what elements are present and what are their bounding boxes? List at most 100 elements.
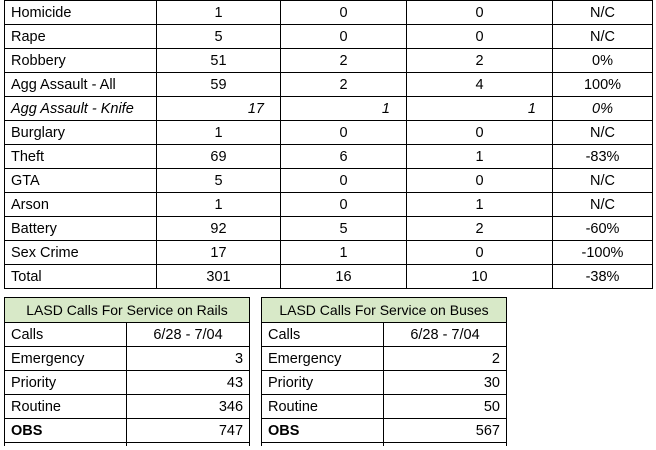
table-row: Emergency 2 [261, 346, 507, 371]
table-row: Emergency 3 [4, 346, 251, 371]
crime-value-1: 5 [156, 168, 281, 193]
crime-pct-change: -100% [552, 240, 653, 265]
call-count: 567 [383, 418, 507, 443]
crime-pct-change: -60% [552, 216, 653, 241]
crime-value-1: 1 [156, 120, 281, 145]
crime-value-2: 0 [280, 192, 407, 217]
table-row: Burglary 1 0 0 N/C [4, 120, 653, 145]
crime-value-1: 51 [156, 48, 281, 73]
table-row: Priority 30 [261, 370, 507, 395]
crime-value-2: 0 [280, 0, 407, 25]
crime-type: GTA [4, 168, 157, 193]
crime-type: Rape [4, 24, 157, 49]
crime-value-2: 0 [280, 168, 407, 193]
crime-type: Burglary [4, 120, 157, 145]
crime-value-1: 5 [156, 24, 281, 49]
call-count: 30 [383, 370, 507, 395]
crime-value-3: 0 [406, 0, 553, 25]
crime-value-2: 5 [280, 216, 407, 241]
crime-type: Robbery [4, 48, 157, 73]
table-row: Homicide 1 0 0 N/C [4, 0, 653, 25]
call-count: 747 [125, 418, 251, 443]
crime-value-2: 2 [280, 72, 407, 97]
crime-pct-change: N/C [552, 0, 653, 25]
call-type: Priority [261, 370, 384, 395]
rails-calls-table: LASD Calls For Service on Rails Calls 6/… [3, 297, 251, 446]
crime-value-2: 2 [280, 48, 407, 73]
crime-value-3: 4 [406, 72, 553, 97]
crime-value-3: 0 [406, 120, 553, 145]
crime-value-1: 69 [156, 144, 281, 169]
call-type: OBS [4, 418, 127, 443]
crime-type: Theft [4, 144, 157, 169]
crime-type: Homicide [4, 0, 157, 25]
crime-stats-table: Homicide 1 0 0 N/C Rape 5 0 0 N/C Robber… [4, 0, 653, 289]
buses-calls-table: LASD Calls For Service on Buses Calls 6/… [261, 297, 507, 446]
crime-value-1: 92 [156, 216, 281, 241]
table-row-stub [261, 442, 507, 446]
table-row: OBS 567 [261, 418, 507, 443]
table-row: Theft 69 6 1 -83% [4, 144, 653, 169]
crime-value-3: 1 [406, 96, 553, 121]
crime-pct-change: -83% [552, 144, 653, 169]
call-type: Emergency [4, 346, 127, 371]
crime-value-2: 16 [280, 264, 407, 289]
date-range-header: 6/28 - 7/04 [125, 322, 251, 347]
calls-column-header: Calls [261, 322, 384, 347]
crime-pct-change: 0% [552, 96, 653, 121]
buses-calls-title: LASD Calls For Service on Buses [261, 297, 507, 323]
table-header-row: Calls 6/28 - 7/04 [261, 322, 507, 347]
crime-value-1: 301 [156, 264, 281, 289]
crime-type: Sex Crime [4, 240, 157, 265]
crime-pct-change: N/C [552, 120, 653, 145]
table-row: GTA 5 0 0 N/C [4, 168, 653, 193]
crime-value-3: 2 [406, 216, 553, 241]
crime-value-3: 0 [406, 168, 553, 193]
table-row: Battery 92 5 2 -60% [4, 216, 653, 241]
crime-value-1: 1 [156, 0, 281, 25]
table-row: Sex Crime 17 1 0 -100% [4, 240, 653, 265]
table-row: Agg Assault - Knife 17 1 1 0% [4, 96, 653, 121]
call-count: 346 [125, 394, 251, 419]
crime-value-2: 0 [280, 120, 407, 145]
crime-type: Total [4, 264, 157, 289]
crime-value-3: 2 [406, 48, 553, 73]
crime-pct-change: 0% [552, 48, 653, 73]
call-type: OBS [261, 418, 384, 443]
table-header-row: Calls 6/28 - 7/04 [4, 322, 251, 347]
crime-pct-change: 100% [552, 72, 653, 97]
table-row: Rape 5 0 0 N/C [4, 24, 653, 49]
call-count: 2 [383, 346, 507, 371]
crime-value-1: 59 [156, 72, 281, 97]
crime-type: Agg Assault - Knife [4, 96, 157, 121]
crime-value-3: 10 [406, 264, 553, 289]
crime-pct-change: N/C [552, 168, 653, 193]
crime-pct-change: -38% [552, 264, 653, 289]
table-row-total: Total 301 16 10 -38% [4, 264, 653, 289]
crime-value-2: 6 [280, 144, 407, 169]
date-range-header: 6/28 - 7/04 [383, 322, 507, 347]
crime-value-2: 1 [280, 240, 407, 265]
crime-value-3: 0 [406, 24, 553, 49]
call-type: Routine [4, 394, 127, 419]
table-row: Arson 1 0 1 N/C [4, 192, 653, 217]
table-row: Priority 43 [4, 370, 251, 395]
crime-value-3: 1 [406, 192, 553, 217]
crime-value-3: 1 [406, 144, 553, 169]
table-row: Routine 346 [4, 394, 251, 419]
crime-type: Battery [4, 216, 157, 241]
crime-value-1: 17 [156, 96, 281, 121]
crime-value-3: 0 [406, 240, 553, 265]
call-count: 3 [125, 346, 251, 371]
call-count: 43 [125, 370, 251, 395]
crime-value-1: 1 [156, 192, 281, 217]
table-row-stub [4, 442, 251, 446]
rails-calls-title: LASD Calls For Service on Rails [3, 297, 251, 323]
table-row: OBS 747 [4, 418, 251, 443]
call-count: 50 [383, 394, 507, 419]
crime-value-2: 0 [280, 24, 407, 49]
crime-value-2: 1 [280, 96, 407, 121]
table-row: Robbery 51 2 2 0% [4, 48, 653, 73]
crime-pct-change: N/C [552, 192, 653, 217]
call-type: Emergency [261, 346, 384, 371]
